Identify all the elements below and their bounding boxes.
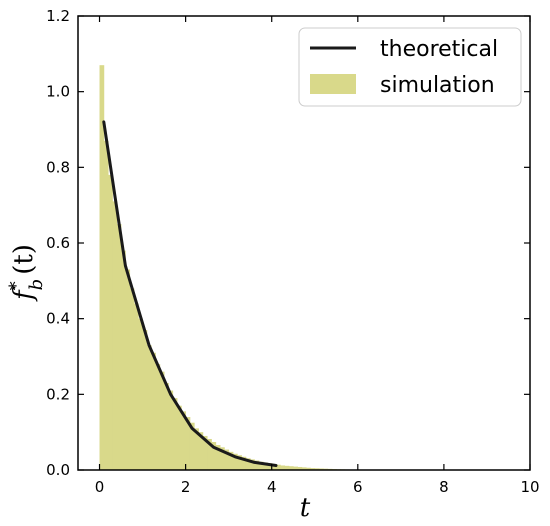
histogram-bar	[306, 467, 311, 470]
histogram-bar	[288, 466, 294, 470]
histogram-bar	[108, 174, 113, 470]
legend-simulation-label: simulation	[380, 73, 495, 98]
histogram-bar	[172, 398, 178, 470]
histogram-bar	[310, 468, 316, 470]
y-axis-label-sup: *	[6, 281, 27, 290]
histogram-bar	[254, 460, 260, 470]
histogram-bar	[189, 422, 195, 470]
histogram-bar	[245, 458, 251, 470]
histogram-bar	[220, 447, 225, 470]
histogram-bar	[99, 65, 105, 470]
histogram-bar	[297, 466, 303, 470]
y-axis-label-sub: b	[26, 279, 47, 291]
histogram-bar	[263, 462, 268, 470]
y-axis-label: f*b(t)	[6, 244, 47, 302]
histogram-bar	[224, 449, 230, 470]
histogram-bar	[138, 318, 143, 470]
histogram-bar	[142, 330, 148, 470]
x-tick-label: 10	[520, 478, 539, 496]
y-axis-label-tail: (t)	[9, 244, 39, 275]
y-tick-label: 0.6	[46, 234, 70, 252]
y-tick-label: 0.2	[46, 385, 70, 403]
theoretical-line	[102, 120, 278, 467]
y-tick-label: 0.4	[46, 310, 70, 328]
histogram-bar	[207, 438, 212, 470]
histogram-bar	[129, 288, 135, 470]
x-tick-label: 0	[95, 478, 105, 496]
histogram-bar	[284, 465, 290, 470]
histogram-bar	[232, 453, 238, 470]
histogram-bar	[250, 459, 255, 470]
histogram-bar	[159, 371, 165, 470]
histogram-bar	[258, 461, 264, 470]
histogram-bar	[198, 432, 204, 470]
histogram-bar	[319, 468, 324, 470]
histogram-bar	[293, 466, 298, 470]
histogram-bar	[267, 463, 273, 470]
histogram-bar	[241, 456, 247, 470]
legend-simulation-swatch	[310, 74, 356, 94]
histogram-bar	[146, 345, 152, 470]
histogram-bar	[211, 442, 217, 470]
histogram-bar	[215, 445, 221, 470]
histogram-bar	[314, 468, 320, 470]
x-tick-label: 6	[353, 478, 363, 496]
legend: theoretical simulation	[298, 27, 522, 107]
histogram-bar	[164, 382, 169, 470]
y-tick-label: 0.8	[46, 158, 70, 176]
histogram-bar	[155, 364, 161, 470]
x-tick-label: 4	[267, 478, 277, 496]
x-tick-label: 8	[439, 478, 449, 496]
y-tick-label: 1.2	[46, 7, 70, 25]
histogram-bar	[103, 140, 109, 470]
x-tick-label: 2	[181, 478, 191, 496]
x-axis-label: t	[300, 493, 311, 523]
histogram-bar	[301, 467, 307, 470]
histogram-bar	[194, 428, 199, 470]
histogram-bar	[112, 201, 118, 470]
y-tick-label: 0.0	[46, 461, 70, 479]
histogram-bar	[280, 465, 286, 470]
histogram-bar	[276, 464, 281, 470]
histogram-bar	[125, 269, 131, 470]
histogram-bar	[271, 463, 277, 470]
histogram-bar	[151, 352, 156, 470]
histogram-bars	[99, 65, 359, 470]
legend-theoretical-label: theoretical	[380, 37, 498, 62]
y-axis-ticks: 0.0 0.2 0.4 0.6 0.8 1.0 1.2	[46, 7, 530, 479]
histogram-bar	[202, 435, 208, 470]
histogram-bar	[185, 417, 191, 470]
histogram-bar	[133, 303, 139, 470]
histogram-bar	[116, 224, 122, 470]
histogram-bar	[228, 451, 234, 470]
histogram-bar	[121, 250, 126, 470]
histogram-bar	[181, 411, 187, 470]
x-axis-ticks: 0 2 4 6 8 10	[95, 16, 540, 496]
y-tick-label: 1.0	[46, 83, 70, 101]
histogram-bar	[168, 390, 174, 470]
histogram-bar	[237, 455, 242, 470]
histogram-bar	[177, 405, 182, 470]
